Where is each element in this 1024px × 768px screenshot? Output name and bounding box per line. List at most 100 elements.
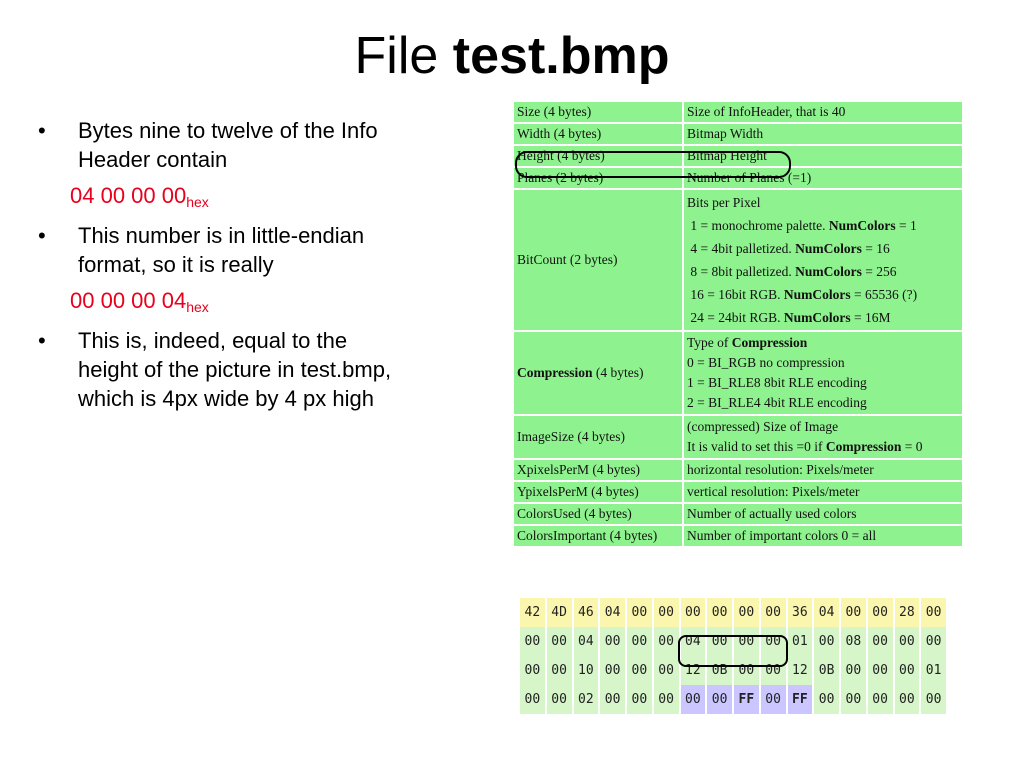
hex-value-text: 00 00 00 04 xyxy=(70,288,187,313)
hex-byte: 00 xyxy=(894,656,922,685)
hex-byte: 00 xyxy=(760,685,788,714)
hex-byte: 00 xyxy=(707,685,734,714)
info-desc-line: horizontal resolution: Pixels/meter xyxy=(687,462,874,477)
info-desc-line: Number of actually used colors xyxy=(687,506,857,521)
info-desc-line: Bits per Pixel xyxy=(687,195,761,210)
hex-byte: 00 xyxy=(520,685,547,714)
info-desc-line: 4 = 4bit palletized. NumColors = 16 xyxy=(687,241,890,256)
info-field-description: vertical resolution: Pixels/meter xyxy=(684,482,962,502)
info-desc-line: 0 = BI_RGB no compression xyxy=(687,355,845,370)
info-field-description: Bits per Pixel 1 = monochrome palette. N… xyxy=(684,190,962,330)
info-desc-line: (compressed) Size of Image xyxy=(687,419,839,434)
title-filename: test.bmp xyxy=(452,27,670,85)
info-field-description: (compressed) Size of Image It is valid to… xyxy=(684,416,962,458)
hex-byte: 00 xyxy=(814,685,841,714)
hex-byte: 02 xyxy=(573,685,601,714)
bullet-item: • This number is in little-endian format… xyxy=(38,221,398,279)
info-field-name: Width (4 bytes) xyxy=(514,124,682,144)
hex-dump-table: 42 4D 46 04 00 00 00 00 00 00 36 04 00 00 28 00 00 00 04 00… xyxy=(520,598,948,714)
hex-value-text: 04 00 00 00 xyxy=(70,183,187,208)
info-row: ColorsUsed (4 bytes) Number of actually u… xyxy=(514,504,962,524)
hex-byte: 00 xyxy=(921,598,948,627)
hex-byte: 00 xyxy=(707,627,734,656)
hex-row: 00 00 04 00 00 00 04 00 00 00 01 00 08 00 00 00 xyxy=(520,627,948,656)
info-desc-line: Size of InfoHeader, that is 40 xyxy=(687,104,846,119)
hex-byte: 00 xyxy=(653,598,681,627)
info-field-name: YpixelsPerM (4 bytes) xyxy=(514,482,682,502)
hex-byte: 04 xyxy=(814,598,841,627)
info-desc-line: 1 = BI_RLE8 8bit RLE encoding xyxy=(687,375,867,390)
info-desc-line: 24 = 24bit RGB. NumColors = 16M xyxy=(687,310,891,325)
hex-byte: 00 xyxy=(894,685,922,714)
info-field-description: horizontal resolution: Pixels/meter xyxy=(684,460,962,480)
bullet-text: This number is in little-endian format, … xyxy=(78,223,365,277)
hex-byte: 00 xyxy=(653,656,681,685)
hex-byte: 01 xyxy=(921,656,948,685)
info-field-description: Size of InfoHeader, that is 40 xyxy=(684,102,962,122)
info-row: ColorsImportant (4 bytes) Number of impor… xyxy=(514,526,962,546)
hex-byte: 00 xyxy=(867,685,895,714)
bullet-text: Bytes nine to twelve of the Info Header … xyxy=(78,118,378,172)
hex-byte: 00 xyxy=(707,598,734,627)
info-field-name: ColorsUsed (4 bytes) xyxy=(514,504,682,524)
hex-byte: FF xyxy=(787,685,815,714)
hex-byte: 12 xyxy=(787,656,815,685)
hex-byte: 00 xyxy=(867,598,895,627)
hex-subscript: hex xyxy=(186,299,209,315)
hex-byte: 00 xyxy=(894,627,922,656)
hex-byte: 28 xyxy=(894,598,922,627)
hex-byte: 0B xyxy=(814,656,841,685)
bullet-list: • Bytes nine to twelve of the Info Heade… xyxy=(38,116,398,420)
hex-byte: 00 xyxy=(546,656,574,685)
hex-byte: 00 xyxy=(546,685,574,714)
hex-byte: 08 xyxy=(841,627,868,656)
info-row: Size (4 bytes) Size of InfoHeader, that i… xyxy=(514,102,962,122)
hex-byte: 00 xyxy=(653,685,681,714)
hex-byte: 00 xyxy=(921,627,948,656)
hex-byte: 00 xyxy=(627,656,654,685)
hex-byte: 36 xyxy=(787,598,815,627)
hex-byte: 00 xyxy=(867,656,895,685)
info-field-name: ImageSize (4 bytes) xyxy=(514,416,682,458)
hex-byte: 00 xyxy=(653,627,681,656)
hex-byte: 00 xyxy=(627,627,654,656)
info-desc-line: Bitmap Width xyxy=(687,126,764,141)
info-desc-line: Type of Compression xyxy=(687,335,808,350)
info-desc-line: 2 = BI_RLE4 4bit RLE encoding xyxy=(687,395,867,410)
hex-row: 42 4D 46 04 00 00 00 00 00 00 36 04 00 00 28 00 xyxy=(520,598,948,627)
hex-subscript: hex xyxy=(186,194,209,210)
hex-byte: 46 xyxy=(573,598,601,627)
hex-byte: 04 xyxy=(600,598,627,627)
info-row: Compression (4 bytes) Type of Compression… xyxy=(514,332,962,414)
info-desc-line: 8 = 8bit palletized. NumColors = 256 xyxy=(687,264,897,279)
hex-byte: 00 xyxy=(627,598,654,627)
hex-byte: 00 xyxy=(600,685,627,714)
info-desc-line: It is valid to set this =0 if Compressio… xyxy=(687,439,923,454)
hex-byte: 00 xyxy=(600,627,627,656)
hex-value: 00 00 00 04hex xyxy=(38,286,398,316)
hex-byte: 00 xyxy=(680,685,708,714)
info-field-name: BitCount (2 bytes) xyxy=(514,190,682,330)
hex-byte: 00 xyxy=(520,627,547,656)
hex-byte: 00 xyxy=(841,656,868,685)
info-header-table: Size (4 bytes) Size of InfoHeader, that i… xyxy=(512,100,964,548)
hex-byte: 00 xyxy=(680,598,708,627)
info-desc-line: 16 = 16bit RGB. NumColors = 65536 (?) xyxy=(687,287,918,302)
height-row-circle xyxy=(515,151,791,178)
hex-byte: 00 xyxy=(841,598,868,627)
info-row: XpixelsPerM (4 bytes) horizontal resoluti… xyxy=(514,460,962,480)
hex-byte: 00 xyxy=(600,656,627,685)
info-field-name: Compression (4 bytes) xyxy=(514,332,682,414)
hex-byte: 00 xyxy=(627,685,654,714)
hex-row: 00 00 02 00 00 00 00 00 FF 00 FF 00 00 00 00 00 xyxy=(520,685,948,714)
hex-byte: 00 xyxy=(520,656,547,685)
info-desc-line: 1 = monochrome palette. NumColors = 1 xyxy=(687,218,917,233)
info-field-description: Type of Compression 0 = BI_RGB no compres… xyxy=(684,332,962,414)
hex-byte: 00 xyxy=(814,627,841,656)
info-field-name: ColorsImportant (4 bytes) xyxy=(514,526,682,546)
info-field-description: Bitmap Width xyxy=(684,124,962,144)
hex-byte: 42 xyxy=(520,598,547,627)
info-row: ImageSize (4 bytes) (compressed) Size of … xyxy=(514,416,962,458)
hex-byte: 00 xyxy=(734,627,761,656)
hex-byte: 00 xyxy=(841,685,868,714)
